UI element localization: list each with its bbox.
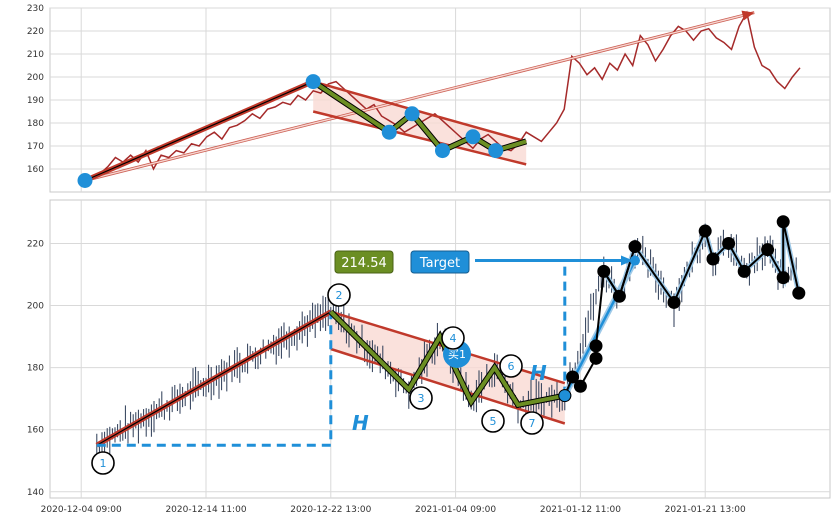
bottom-black-point [698,224,712,238]
bottom-xtick-label: 2021-01-21 13:00 [665,505,746,515]
top-pivot-marker [465,129,481,145]
pattern-number-label: 6 [508,360,515,373]
top-pivot-marker [381,124,397,140]
pattern-number-circle [91,451,115,475]
pattern-number-circle [441,326,465,350]
bottom-black-point [737,264,751,278]
bottom-black-point [706,252,720,266]
target-label-text: Target [419,256,460,271]
bottom-panel-ytick-label: 140 [27,488,44,498]
bottom-black-point [612,289,626,303]
bottom-xtick-label: 2020-12-04 09:00 [41,505,122,515]
pattern-number-label: 4 [450,332,457,345]
bottom-black-point [589,339,603,353]
bottom-black-point [566,370,580,384]
bottom-target-arrowhead [621,255,633,266]
top-pivot-marker [435,143,450,159]
bottom-black-point [776,215,790,229]
bottom-channel-fill [330,311,565,424]
bottom-black-point [628,240,642,254]
bottom-zigzag [329,310,566,408]
buy-marker-label: 买1 [448,348,466,361]
pattern-number-circle [499,354,523,378]
top-pivot-marker [77,173,93,188]
bottom-black-point [776,271,790,285]
top-pivot-marker [488,143,504,159]
top-panel-ytick-label: 220 [27,27,44,37]
target-value-label: 214.54 [341,256,387,271]
bottom-h-left-dashed [96,311,333,447]
top-channel-upper [312,80,527,143]
pattern-number-label: 7 [529,417,536,430]
top-panel-ytick-label: 180 [27,119,44,129]
pattern-number-label: 3 [418,392,425,405]
bottom-xtick-label: 2021-01-04 09:00 [415,505,496,515]
top-price-line [84,10,801,182]
top-panel-ytick-label: 160 [27,165,44,175]
bottom-xtick-label: 2020-12-14 11:00 [165,505,246,515]
pattern-number-label: 5 [490,415,497,428]
pattern-number-circle [481,409,505,433]
bottom-trend-line-core [96,311,332,446]
bottom-black-point [761,243,775,257]
bottom-xtick-label: 2020-12-22 13:00 [290,505,371,515]
pattern-number-label: 2 [336,289,343,302]
bottom-channel-lower [330,347,566,425]
top-panel-ytick-label: 230 [27,4,44,14]
bottom-panel: 140 160 180 200 220 2020-12-04 09:00 2020-12-1… [27,199,831,515]
bottom-xtick-label: 2021-01-12 11:00 [540,505,621,515]
pattern-number-circle [520,411,544,435]
top-pivot-marker [305,74,321,90]
top-pivot-marker [404,106,420,122]
h-label-left: H [352,411,369,435]
bottom-black-point [667,295,681,309]
top-trend-line-core [84,81,314,182]
bottom-panel-ytick-label: 180 [27,364,44,374]
breakout-point [558,389,572,403]
top-target-arrow-inner [84,11,755,182]
bottom-black-point [573,379,587,393]
bottom-black-point [589,351,603,365]
pattern-number-circle [327,283,351,307]
target-hit-point [630,255,640,266]
top-panel-ytick-label: 170 [27,142,44,152]
top-panel-ytick-label: 200 [27,73,44,83]
bottom-black-point [792,286,806,300]
top-panel-ytick-label: 210 [27,50,44,60]
bottom-panel-ytick-label: 200 [27,302,44,312]
target-label-box [410,250,470,274]
bottom-panel-ytick-label: 160 [27,426,44,436]
bottom-black-point [722,236,736,250]
bottom-panel-ytick-label: 220 [27,239,44,249]
top-target-arrowhead [741,10,755,21]
pattern-number-label: 1 [100,457,107,470]
h-label-right: H [530,361,547,385]
target-value-box [334,250,394,274]
bottom-black-point [597,264,611,278]
top-panel: 160 170 180 190 200 210 220 230 [27,4,831,193]
top-panel-ytick-label: 190 [27,96,44,106]
pattern-number-circle [409,386,433,410]
